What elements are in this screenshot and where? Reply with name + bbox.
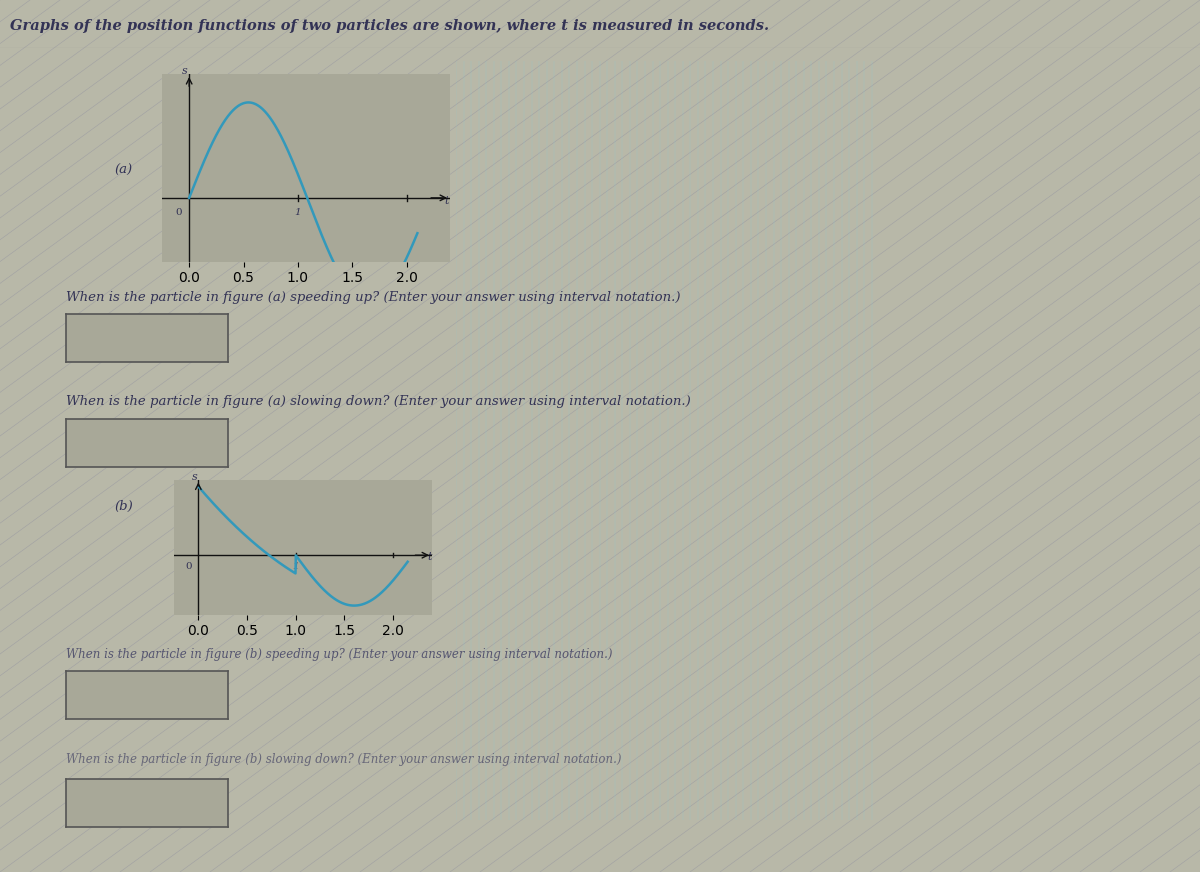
Text: 0: 0	[185, 562, 192, 570]
Text: (b): (b)	[114, 501, 133, 513]
Text: s: s	[192, 472, 197, 482]
Text: When is the particle in figure (b) speeding up? (Enter your answer using interva: When is the particle in figure (b) speed…	[66, 649, 612, 661]
Text: 0: 0	[175, 208, 181, 216]
Text: Graphs of the position functions of two particles are shown, where t is measured: Graphs of the position functions of two …	[10, 19, 769, 33]
Text: s: s	[182, 66, 187, 77]
Text: When is the particle in figure (a) speeding up? (Enter your answer using interva: When is the particle in figure (a) speed…	[66, 291, 680, 303]
Text: t: t	[427, 553, 432, 562]
Text: When is the particle in figure (a) slowing down? (Enter your answer using interv: When is the particle in figure (a) slowi…	[66, 396, 691, 408]
Text: When is the particle in figure (b) slowing down? (Enter your answer using interv: When is the particle in figure (b) slowi…	[66, 753, 622, 766]
Text: 1: 1	[294, 208, 301, 216]
Text: 1: 1	[293, 562, 299, 570]
Text: (a): (a)	[114, 165, 132, 177]
Text: t: t	[444, 196, 449, 206]
